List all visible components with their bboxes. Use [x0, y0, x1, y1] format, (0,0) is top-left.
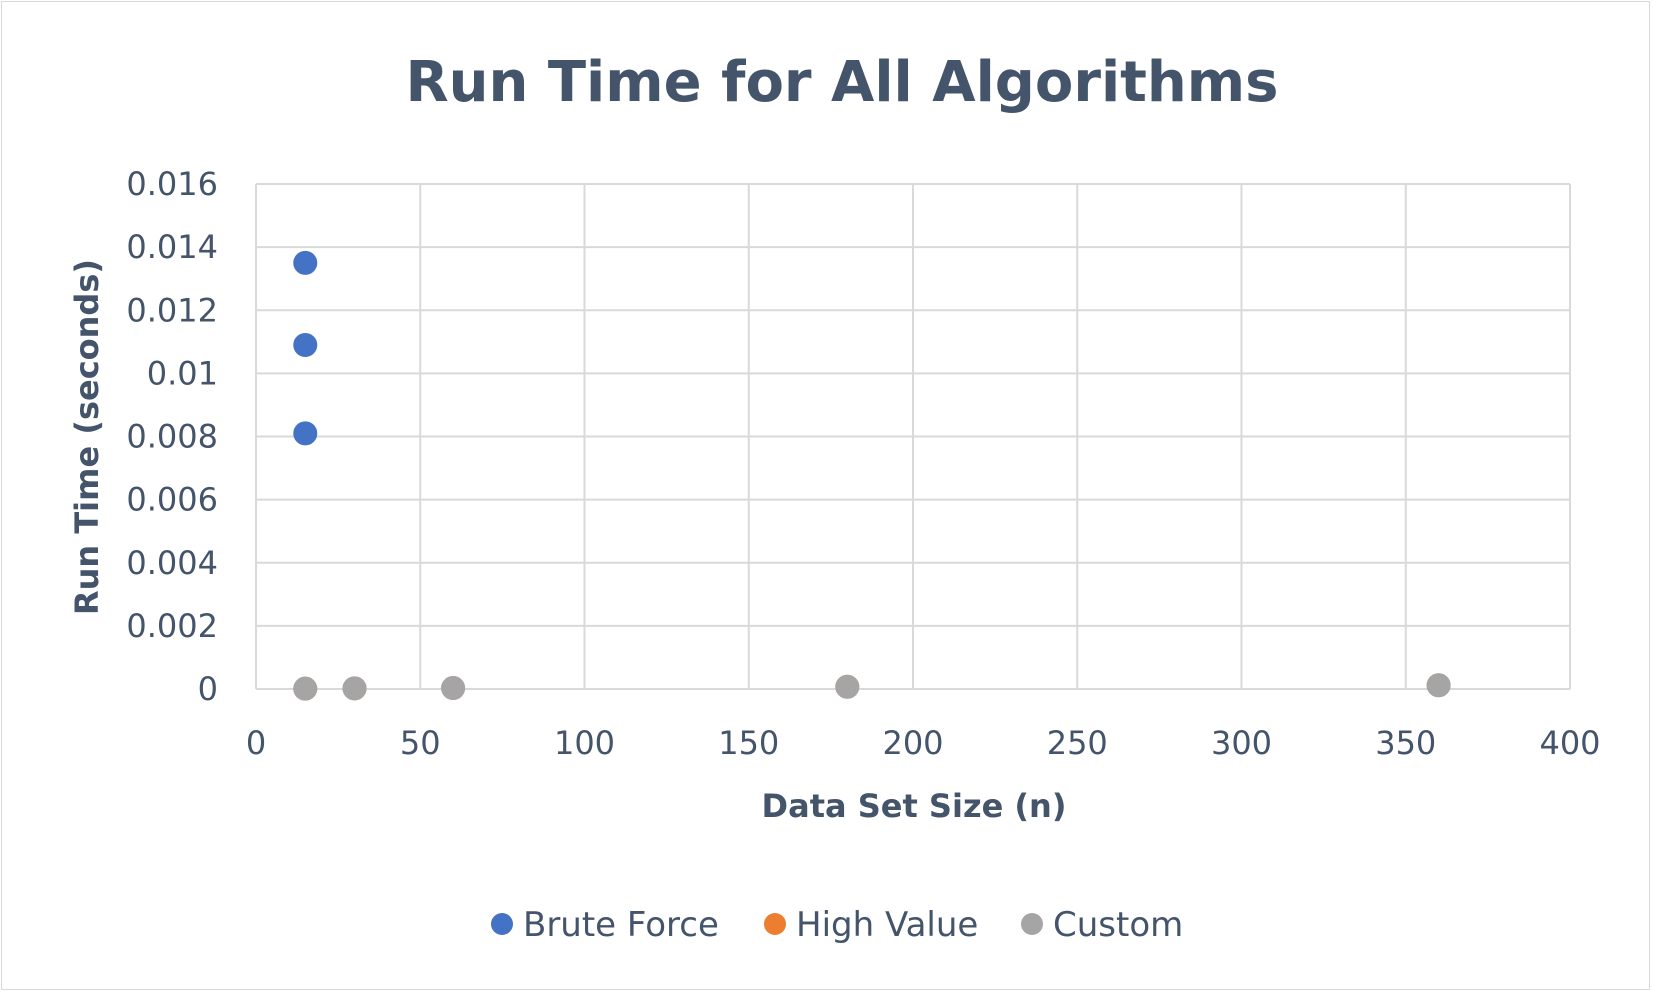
- data-point-custom[interactable]: [293, 676, 318, 701]
- legend: Brute Force High Value Custom: [491, 905, 1183, 945]
- x-tick-label: 250: [1047, 724, 1108, 762]
- y-tick-label: 0.008: [126, 418, 218, 456]
- legend-marker-brute-force: [491, 913, 513, 935]
- data-points: [293, 250, 1451, 701]
- data-point-brute-force[interactable]: [293, 332, 318, 357]
- y-axis-ticks: 0 0.002 0.004 0.006 0.008 0.01 0.012 0.014 0.016: [126, 165, 218, 708]
- y-tick-label: 0.016: [126, 165, 218, 203]
- legend-label-high-value: High Value: [796, 905, 978, 945]
- data-point-custom[interactable]: [441, 676, 466, 701]
- data-point-custom[interactable]: [342, 676, 367, 701]
- legend-label-custom: Custom: [1053, 905, 1183, 945]
- y-tick-label: 0.006: [126, 481, 218, 519]
- x-tick-label: 300: [1211, 724, 1272, 762]
- y-tick-label: 0.002: [126, 607, 218, 645]
- x-tick-label: 400: [1539, 724, 1600, 762]
- y-tick-label: 0.012: [126, 291, 218, 329]
- data-point-custom[interactable]: [835, 674, 860, 699]
- data-point-brute-force[interactable]: [293, 421, 318, 446]
- x-tick-label: 150: [718, 724, 779, 762]
- data-point-custom[interactable]: [1426, 673, 1451, 698]
- chart-title: Run Time for All Algorithms: [406, 50, 1279, 115]
- legend-item-custom[interactable]: Custom: [1021, 905, 1183, 945]
- x-tick-label: 350: [1375, 724, 1436, 762]
- y-axis-title: Run Time (seconds): [68, 259, 106, 615]
- legend-marker-custom: [1021, 913, 1043, 935]
- y-tick-label: 0.014: [126, 228, 218, 266]
- x-tick-label: 50: [400, 724, 441, 762]
- x-tick-label: 100: [554, 724, 615, 762]
- legend-marker-high-value: [764, 913, 786, 935]
- y-tick-label: 0: [198, 670, 218, 708]
- data-point-brute-force[interactable]: [293, 250, 318, 275]
- legend-item-brute-force[interactable]: Brute Force: [491, 905, 719, 945]
- legend-label-brute-force: Brute Force: [523, 905, 719, 945]
- x-tick-label: 200: [882, 724, 943, 762]
- y-tick-label: 0.01: [147, 354, 218, 392]
- x-axis-title: Data Set Size (n): [762, 787, 1067, 825]
- x-tick-label: 0: [246, 724, 266, 762]
- grid-lines: [255, 183, 1571, 690]
- x-axis-ticks: 0 50 100 150 200 250 300 350 400: [246, 724, 1601, 762]
- y-tick-label: 0.004: [126, 544, 218, 582]
- legend-item-high-value[interactable]: High Value: [764, 905, 978, 945]
